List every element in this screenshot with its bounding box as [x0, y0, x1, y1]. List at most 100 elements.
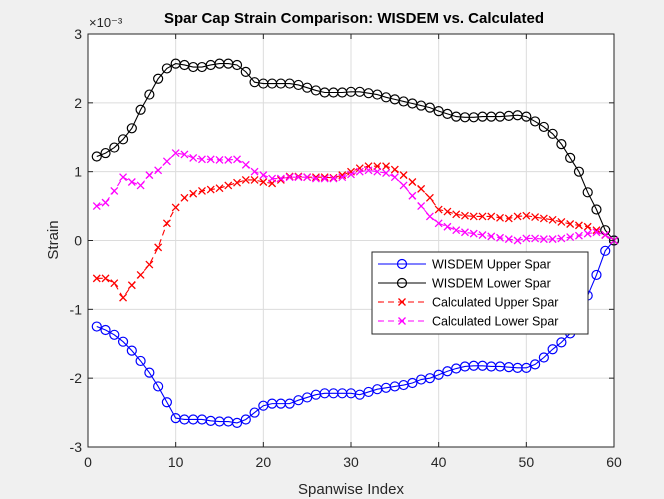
x-tick-label: 30 — [343, 454, 359, 470]
data-point — [127, 281, 136, 290]
data-point — [390, 165, 399, 174]
data-point — [127, 178, 136, 186]
data-point — [162, 157, 171, 166]
data-point — [521, 111, 532, 122]
data-point — [529, 116, 541, 127]
legend-label: Calculated Upper Spar — [432, 296, 558, 310]
series-line-calculated-lower-spar — [96, 152, 615, 242]
data-point — [145, 171, 154, 180]
data-point — [110, 186, 119, 195]
data-point — [284, 398, 295, 409]
data-point — [224, 181, 233, 190]
data-point — [487, 212, 496, 221]
legend-marker — [398, 317, 406, 325]
data-point — [91, 321, 102, 332]
data-point — [382, 169, 391, 178]
data-point — [424, 102, 435, 113]
legend-label: WISDEM Upper Spar — [432, 258, 551, 272]
data-point — [424, 373, 435, 384]
data-point — [240, 414, 251, 425]
data-point — [250, 167, 259, 176]
data-point — [417, 202, 426, 211]
data-point — [231, 417, 243, 429]
data-point — [539, 235, 548, 244]
legend[interactable]: WISDEM Upper Spar WISDEM Lower Spar Calcul… — [371, 251, 589, 335]
data-point — [109, 329, 120, 340]
legend-item-calculated-upper-spar[interactable]: Calculated Upper Spar — [378, 296, 558, 310]
data-point — [311, 173, 320, 182]
data-point — [311, 174, 320, 183]
y-tick-label: -1 — [70, 301, 83, 317]
data-point — [276, 174, 285, 183]
x-axis-label: Spanwise Index — [298, 481, 404, 498]
data-point — [126, 345, 137, 356]
data-point — [355, 164, 364, 173]
data-point — [92, 202, 101, 211]
data-point — [100, 147, 111, 159]
data-point — [198, 155, 206, 164]
data-point — [231, 59, 243, 71]
data-point — [583, 222, 592, 231]
data-point — [591, 204, 602, 215]
data-point — [338, 173, 347, 182]
data-point — [382, 162, 391, 171]
data-point — [573, 166, 585, 177]
data-point — [399, 171, 408, 180]
data-point — [487, 232, 496, 241]
data-point — [250, 175, 259, 184]
series-wisdem-upper-spar — [91, 235, 620, 429]
legend-label: WISDEM Lower Spar — [432, 277, 551, 291]
data-point — [566, 233, 575, 242]
data-point — [180, 193, 189, 202]
legend-item-calculated-lower-spar[interactable]: Calculated Lower Spar — [378, 315, 558, 329]
data-point — [600, 245, 611, 256]
legend-item-wisdem-upper-spar[interactable]: WISDEM Upper Spar — [378, 258, 551, 272]
data-point — [433, 369, 444, 380]
data-point — [407, 377, 418, 389]
data-point — [320, 173, 329, 182]
data-point — [469, 212, 478, 221]
data-point — [154, 166, 163, 175]
data-point — [443, 222, 452, 231]
y-axis-label: Strain — [45, 220, 62, 259]
data-point — [548, 235, 557, 244]
y-tick-label: 0 — [74, 233, 82, 249]
x-tick-label: 10 — [168, 454, 184, 470]
data-point — [556, 337, 567, 348]
data-point — [591, 269, 602, 281]
data-point — [189, 189, 198, 198]
x-tick-label: 60 — [606, 454, 622, 470]
data-point — [162, 219, 171, 228]
data-point — [538, 352, 549, 363]
data-point — [153, 381, 164, 392]
data-point — [547, 128, 558, 139]
axis-ticks: 0 10 20 30 40 50 60 -3 -2 -1 0 1 2 3 — [70, 26, 622, 470]
legend-label: Calculated Lower Spar — [432, 315, 558, 329]
data-point — [154, 243, 163, 252]
data-point — [180, 150, 189, 159]
data-point — [399, 181, 408, 190]
data-point — [136, 270, 145, 279]
data-point — [417, 184, 426, 193]
data-point — [583, 229, 592, 238]
data-point — [355, 167, 364, 176]
data-point — [461, 228, 469, 237]
data-point — [135, 355, 146, 367]
data-point — [136, 181, 145, 190]
data-point — [601, 231, 610, 239]
data-point — [513, 236, 522, 245]
data-point — [119, 293, 128, 302]
data-point — [233, 178, 241, 187]
data-point — [478, 231, 487, 239]
data-point — [556, 139, 567, 150]
data-point — [565, 152, 576, 163]
data-point — [101, 274, 110, 283]
data-point — [320, 174, 329, 183]
data-point — [161, 397, 172, 408]
legend-marker — [396, 258, 408, 270]
data-point — [521, 362, 532, 373]
legend-item-wisdem-lower-spar[interactable]: WISDEM Lower Spar — [378, 277, 551, 291]
data-point — [109, 142, 120, 153]
data-point — [276, 175, 285, 184]
data-point — [268, 174, 277, 183]
